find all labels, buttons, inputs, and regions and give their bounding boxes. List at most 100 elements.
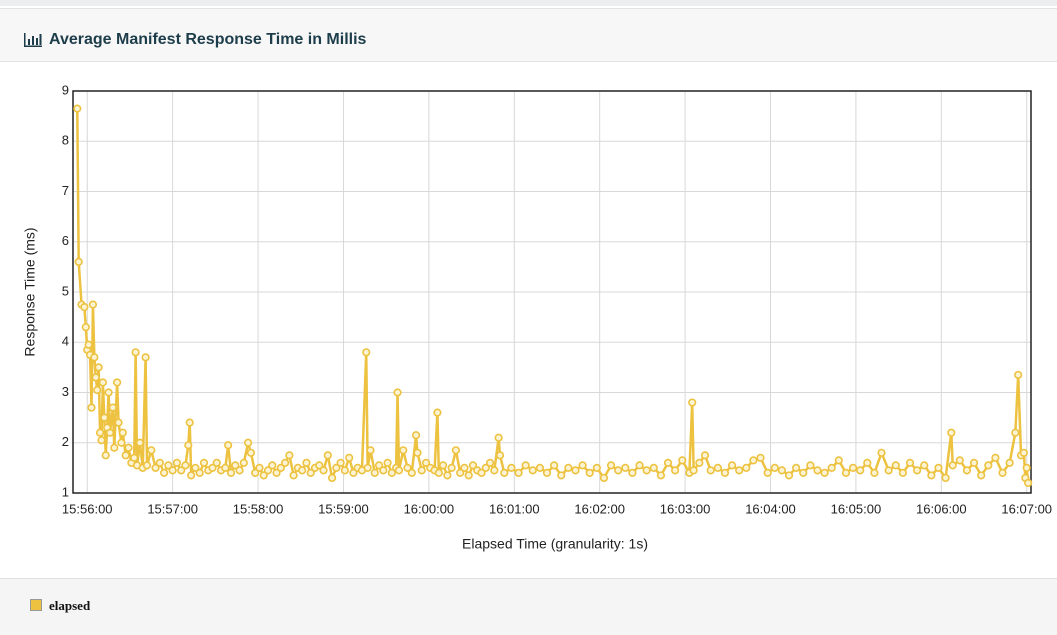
data-point (370, 468, 379, 478)
data-point (285, 451, 294, 460)
data-point (841, 468, 851, 478)
data-point (298, 466, 307, 475)
data-point (585, 468, 594, 478)
x-tick-label: 16:02:00 (574, 501, 625, 516)
data-point (187, 471, 196, 480)
data-point (663, 458, 673, 467)
data-point (884, 466, 893, 475)
plot-border (72, 90, 1032, 494)
data-point (383, 458, 392, 467)
data-point (155, 458, 164, 467)
y-tick-label: 4 (62, 334, 69, 349)
data-point (280, 458, 290, 467)
data-point (948, 461, 957, 470)
data-point (689, 466, 698, 475)
data-point (73, 104, 82, 113)
data-point (164, 461, 173, 470)
data-point (172, 458, 182, 467)
data-point (727, 461, 737, 470)
data-point (514, 468, 523, 478)
data-point (927, 471, 936, 480)
data-point (141, 353, 150, 362)
data-point (108, 403, 117, 412)
data-point (114, 418, 123, 427)
data-point (528, 466, 537, 475)
data-point (439, 461, 448, 470)
y-tick-label: 9 (62, 82, 69, 97)
data-point (628, 468, 637, 478)
data-point (208, 463, 217, 472)
data-point (500, 468, 509, 478)
data-point (962, 466, 972, 475)
data-point (571, 466, 580, 475)
data-point (87, 403, 96, 412)
data-point (110, 443, 119, 452)
data-point (977, 471, 986, 480)
data-point (1019, 448, 1028, 457)
data-point (542, 468, 552, 478)
data-point (433, 408, 442, 417)
data-point (688, 398, 697, 407)
x-tick-label: 16:04:00 (745, 501, 796, 516)
data-point (1005, 458, 1014, 467)
data-point (820, 468, 829, 478)
data-point (235, 466, 244, 475)
data-point (735, 466, 744, 475)
data-point (898, 468, 907, 478)
data-point (827, 463, 836, 472)
data-point (191, 463, 200, 472)
data-point (104, 388, 113, 397)
data-point (349, 468, 358, 478)
data-point (100, 413, 109, 422)
data-point (784, 471, 794, 480)
data-point (485, 458, 495, 467)
data-point (131, 348, 140, 357)
data-point (74, 257, 83, 266)
data-point (550, 461, 559, 470)
data-point (447, 463, 456, 472)
y-tick-label: 1 (62, 484, 69, 499)
data-point (507, 463, 516, 472)
data-point (813, 466, 822, 475)
data-point (592, 463, 601, 472)
data-point (84, 340, 93, 349)
data-point (984, 461, 993, 470)
data-point (101, 451, 110, 460)
data-point (306, 468, 315, 478)
data-point (877, 448, 886, 457)
data-point (635, 461, 644, 470)
x-tick-label: 15:57:00 (147, 501, 198, 516)
data-point (105, 428, 115, 437)
data-point (490, 466, 499, 475)
data-point (181, 461, 190, 470)
data-point (272, 468, 281, 478)
data-point (834, 456, 843, 465)
data-point (268, 461, 277, 470)
data-point (521, 461, 530, 470)
data-point (792, 463, 801, 472)
data-point (905, 458, 915, 467)
data-point (90, 353, 99, 362)
data-point (221, 463, 230, 472)
data-point (147, 446, 156, 455)
data-point (340, 466, 349, 475)
data-point (319, 466, 328, 475)
data-point (749, 456, 758, 465)
data-point (806, 461, 815, 470)
data-point (199, 458, 209, 467)
data-point (614, 466, 623, 475)
data-point (434, 468, 443, 478)
data-point (642, 466, 651, 475)
data-point (407, 468, 416, 478)
data-point (135, 438, 145, 447)
data-point (720, 468, 730, 478)
data-point (891, 461, 900, 470)
series-line (76, 108, 1030, 484)
data-point (276, 463, 285, 472)
data-point (535, 463, 545, 472)
data-point (160, 468, 169, 478)
data-point (255, 463, 264, 472)
data-point (332, 463, 341, 472)
data-point (695, 458, 704, 467)
data-point (599, 473, 609, 483)
